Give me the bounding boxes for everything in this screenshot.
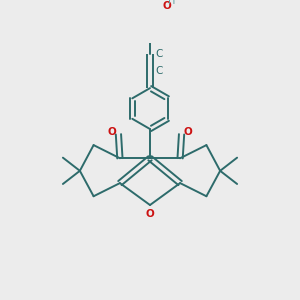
Text: H: H [168, 0, 176, 6]
Text: O: O [108, 127, 116, 137]
Text: C: C [155, 49, 163, 58]
Text: O: O [146, 209, 154, 219]
Text: O: O [163, 1, 171, 11]
Text: O: O [184, 127, 192, 137]
Text: C: C [155, 66, 163, 76]
